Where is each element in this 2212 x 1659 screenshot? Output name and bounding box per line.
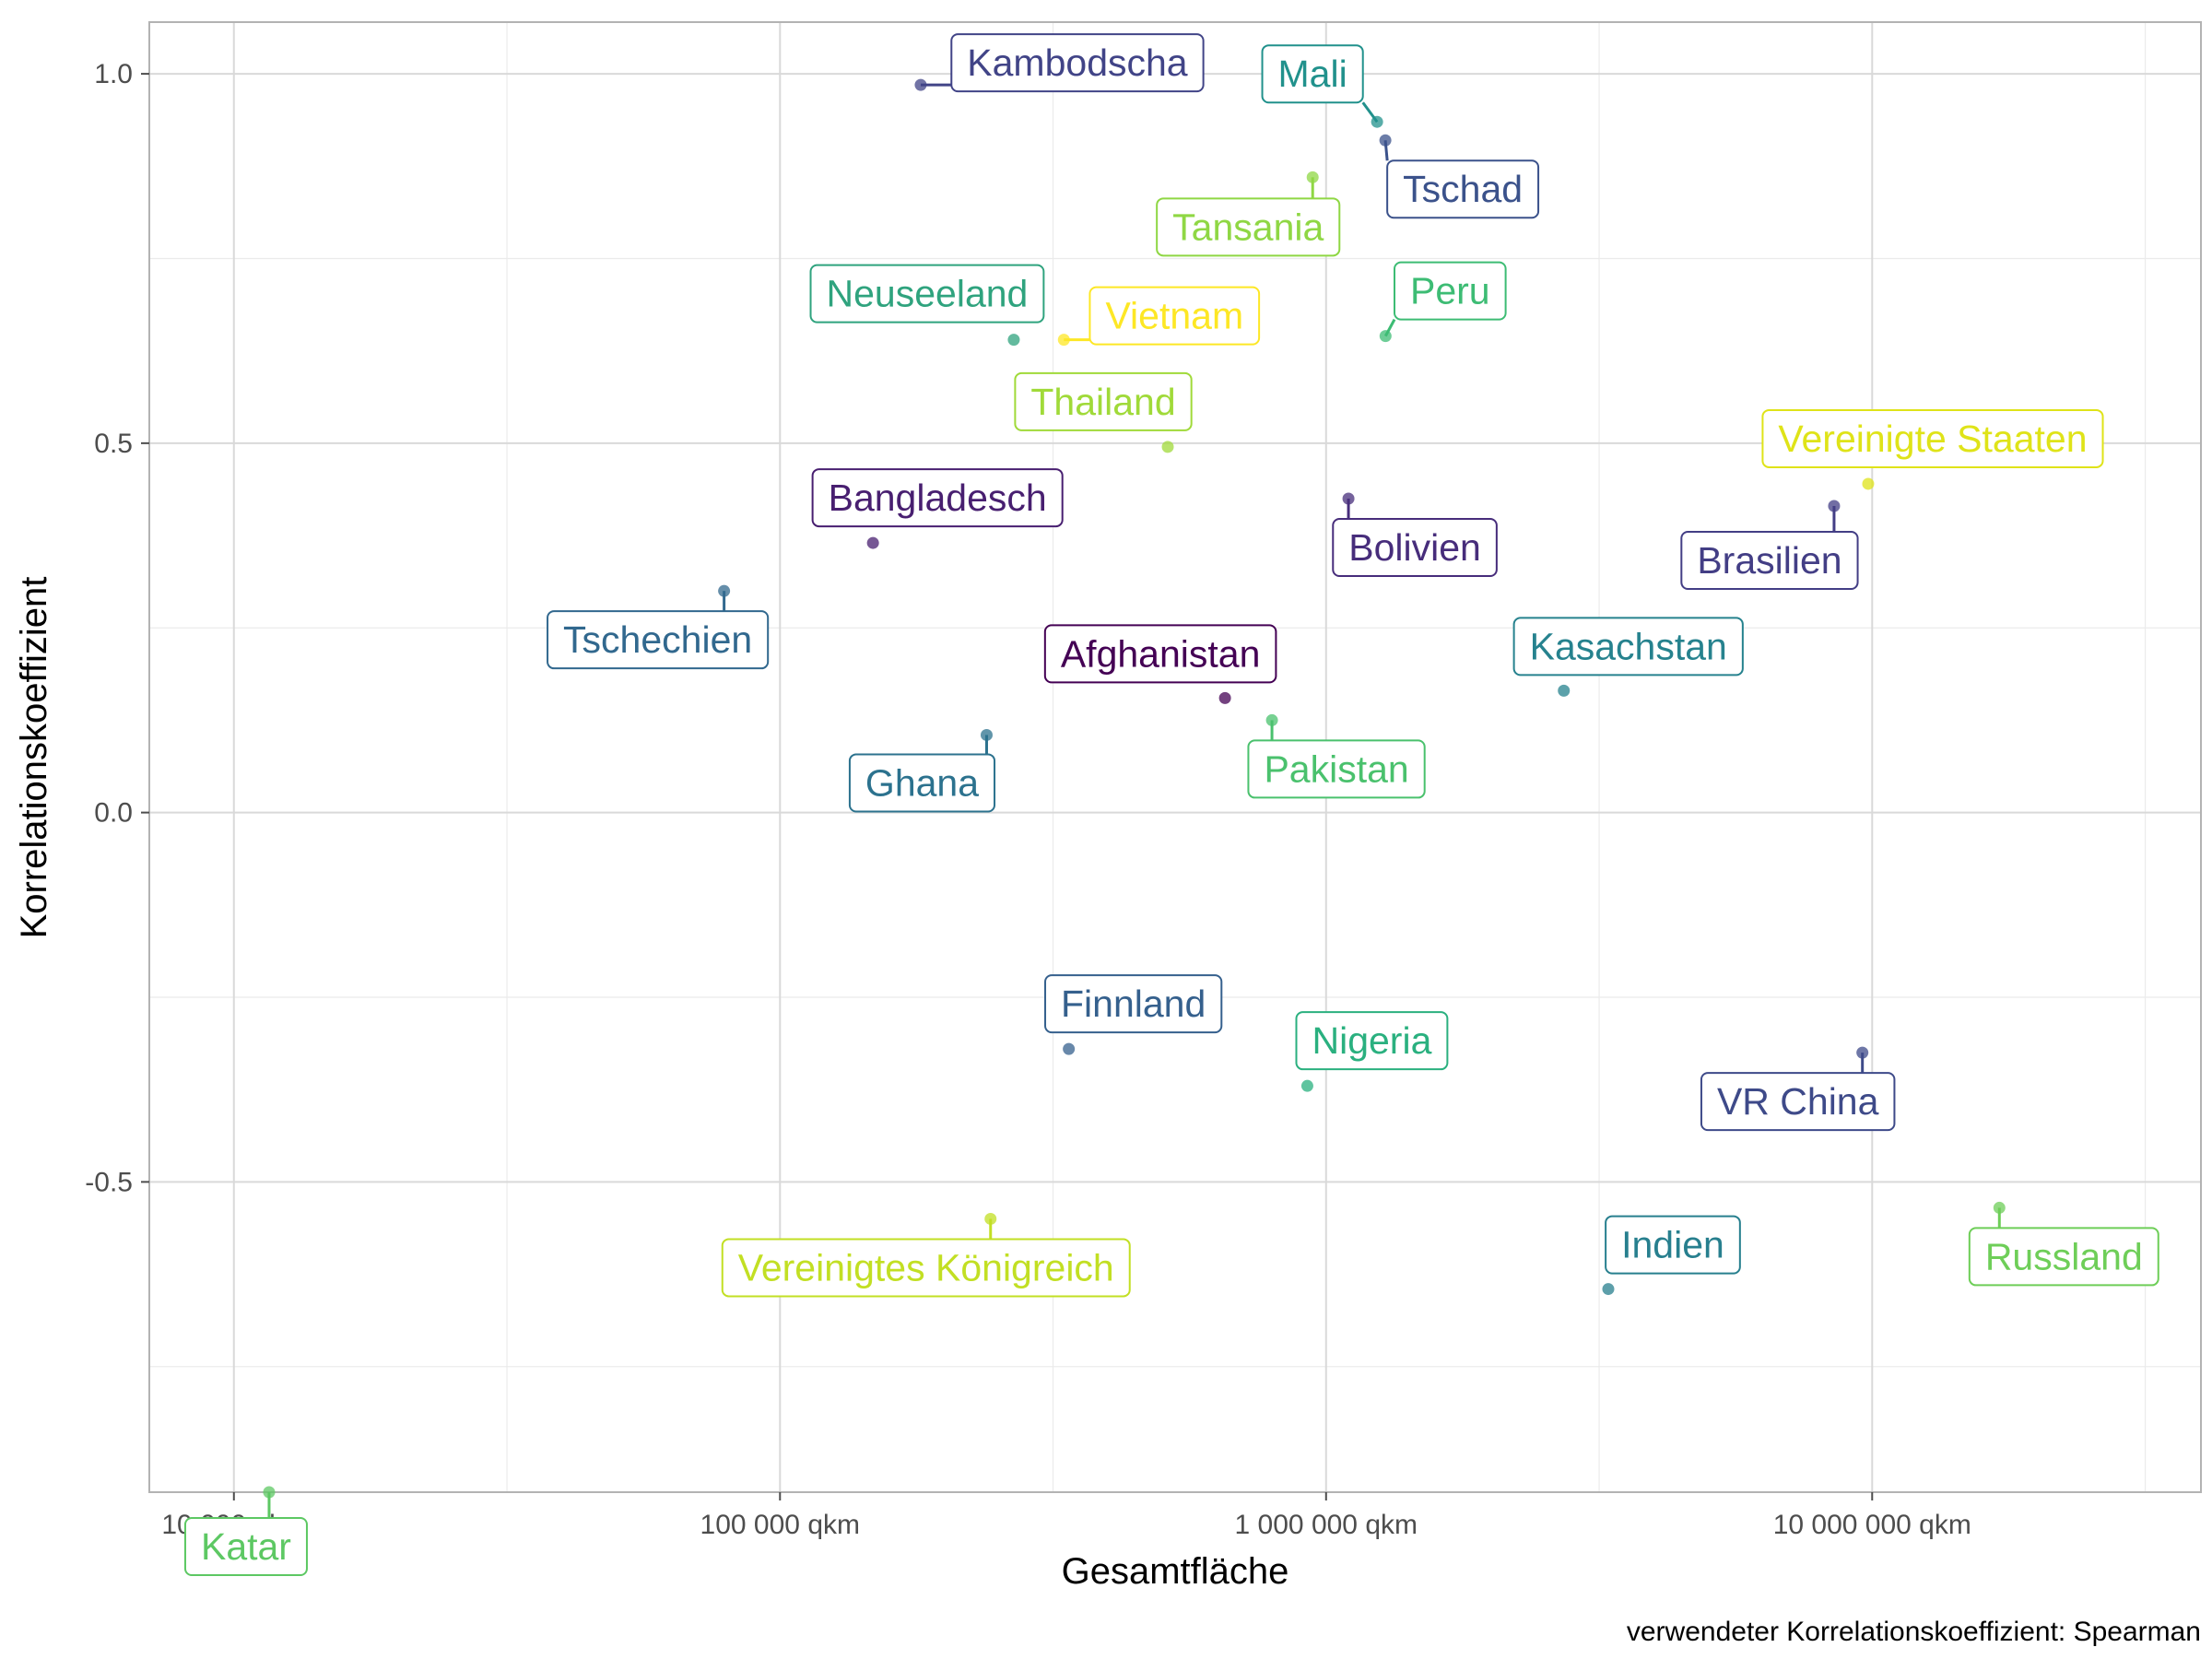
point-label-box <box>1393 261 1507 321</box>
point-label-text: Kambodscha <box>967 41 1188 84</box>
point-label-text: VR China <box>1717 1080 1879 1123</box>
point-label: Afghanistan <box>1043 624 1277 684</box>
point-label-box <box>1044 974 1223 1034</box>
point-label: Vietnam <box>1088 286 1261 346</box>
point-label-text: Thailand <box>1030 381 1175 423</box>
point-label-box <box>848 753 996 813</box>
point-label: Bangladesch <box>811 468 1064 528</box>
point-label-text: Nigeria <box>1312 1019 1431 1062</box>
point-label-box <box>1332 517 1498 577</box>
point-label-text: Tschad <box>1403 168 1523 210</box>
point-label: Nigeria <box>1295 1011 1449 1071</box>
x-axis-title: Gesamtfläche <box>1062 1551 1289 1592</box>
point-label: Kasachstan <box>1512 617 1744 677</box>
point-label-text: Indien <box>1621 1224 1724 1266</box>
data-point <box>1007 334 1020 347</box>
point-labels: Kambodscha Mali Tschad Tansania Neuseeland Vi… <box>183 33 2159 1576</box>
point-label-text: Vietnam <box>1105 295 1243 337</box>
point-label: Brasilien <box>1680 530 1859 590</box>
data-point <box>1862 477 1875 490</box>
point-label-text: Mali <box>1278 53 1347 95</box>
point-label: Tschad <box>1386 159 1540 219</box>
point-label: Mali <box>1261 44 1364 104</box>
point-label: Kambodscha <box>950 33 1205 93</box>
x-tick-label: 100 000 qkm <box>700 1510 860 1540</box>
point-label-text: Tschechien <box>563 618 752 661</box>
data-point <box>1300 1079 1313 1092</box>
data-point <box>1161 441 1174 453</box>
point-label: Tschechien <box>547 610 770 670</box>
point-label-box <box>950 33 1205 93</box>
point-label-box <box>1680 530 1859 590</box>
point-label-text: Tansania <box>1172 206 1324 248</box>
point-label: Neuseeland <box>809 264 1045 324</box>
point-label: Russland <box>1968 1227 2159 1287</box>
y-tick-label: 0.0 <box>94 798 133 829</box>
data-point <box>1558 684 1571 697</box>
point-label-box <box>1761 408 2104 468</box>
point-label: Katar <box>183 1517 308 1576</box>
point-label-box <box>1043 624 1277 684</box>
y-tick-label: -0.5 <box>85 1167 133 1197</box>
point-label: Tansania <box>1156 197 1341 257</box>
point-label-box <box>1700 1072 1896 1132</box>
chart-caption: verwendeter Korrelationskoeffizient: Spe… <box>1627 1617 2201 1647</box>
point-label: Pakistan <box>1247 739 1426 799</box>
point-label-text: Kasachstan <box>1530 625 1727 667</box>
point-label-box <box>1156 197 1341 257</box>
label-leader-line <box>1383 318 1396 337</box>
point-label-box <box>1968 1227 2159 1287</box>
point-label-text: Bolivien <box>1348 526 1481 569</box>
point-label-text: Brasilien <box>1697 539 1841 582</box>
point-label: Ghana <box>848 753 996 813</box>
point-label-text: Pakistan <box>1264 747 1408 790</box>
point-label: Thailand <box>1014 371 1193 431</box>
point-label-box <box>1295 1011 1449 1071</box>
point-label-box <box>547 610 770 670</box>
point-label-box <box>1088 286 1261 346</box>
point-label-box <box>1512 617 1744 677</box>
point-label-text: Ghana <box>865 761 979 804</box>
label-leader-line <box>1383 140 1389 161</box>
point-label-text: Vereinigtes Königreich <box>738 1246 1114 1288</box>
point-label-text: Peru <box>1410 270 1490 312</box>
point-label-box <box>1014 371 1193 431</box>
point-label: Peru <box>1393 261 1507 321</box>
point-label: Finnland <box>1044 974 1223 1034</box>
point-label: Indien <box>1605 1215 1741 1275</box>
point-label-text: Finnland <box>1061 982 1206 1025</box>
point-label-text: Neuseeland <box>827 273 1029 315</box>
point-label-text: Afghanistan <box>1061 632 1261 675</box>
x-tick-label: 1 000 000 qkm <box>1235 1510 1418 1540</box>
point-label-text: Vereinigte Staaten <box>1778 418 2087 460</box>
y-axis-title: Korrelationskoeffizient <box>14 577 54 939</box>
label-leader-line <box>1361 101 1379 124</box>
point-label-box <box>1386 159 1540 219</box>
point-label-box <box>1247 739 1426 799</box>
data-point <box>866 536 879 549</box>
point-label-text: Russland <box>1985 1235 2143 1277</box>
point-label-box <box>721 1238 1131 1298</box>
panel-border <box>148 21 2202 1493</box>
point-label-box <box>1605 1215 1741 1275</box>
point-label-box <box>809 264 1045 324</box>
point-label: Vereinigte Staaten <box>1761 408 2104 468</box>
point-label-box <box>811 468 1064 528</box>
data-point <box>1218 691 1231 704</box>
y-tick-label: 1.0 <box>94 59 133 89</box>
data-point <box>1063 1042 1076 1055</box>
point-label: Bolivien <box>1332 517 1498 577</box>
point-label: Vereinigtes Königreich <box>721 1238 1131 1298</box>
point-label-box <box>1261 44 1364 104</box>
point-label: VR China <box>1700 1072 1896 1132</box>
point-label-text: Katar <box>201 1525 291 1568</box>
x-tick-label: 10 000 000 qkm <box>1773 1510 1971 1540</box>
data-point <box>1602 1283 1615 1296</box>
point-label-box <box>183 1517 308 1576</box>
point-label-text: Bangladesch <box>829 477 1047 519</box>
y-tick-label: 0.5 <box>94 429 133 459</box>
panel-background <box>149 22 2201 1492</box>
